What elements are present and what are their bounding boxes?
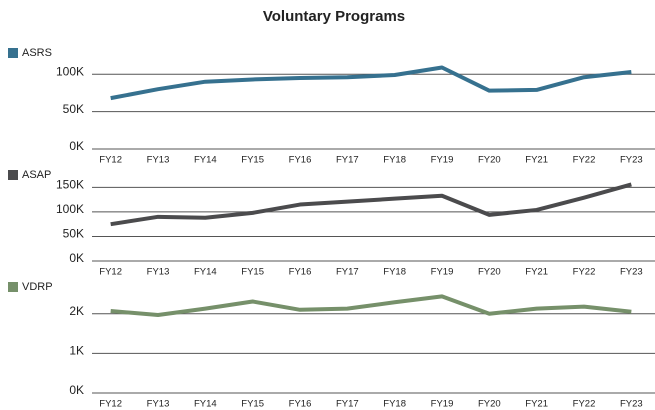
x-tick-label: FY12 [99,155,122,166]
x-tick-label: FY19 [431,267,454,278]
x-tick-label: FY13 [147,155,170,166]
y-tick-label: 100K [56,202,84,216]
y-tick-label: 50K [63,102,84,116]
x-tick-label: FY16 [289,155,312,166]
chart-title: Voluntary Programs [263,8,405,25]
x-tick-label: FY19 [431,155,454,166]
x-tick-label: FY20 [478,155,501,166]
x-tick-label: FY14 [194,399,217,410]
x-tick-label: FY13 [147,399,170,410]
x-tick-label: FY14 [194,155,217,166]
y-tick-label: 150K [56,178,84,192]
x-tick-label: FY21 [525,267,548,278]
y-tick-label: 1K [69,344,84,358]
line-series [110,65,632,101]
legend-swatch [8,170,18,180]
legend-label: VDRP [22,281,53,293]
x-tick-label: FY22 [573,267,596,278]
x-tick-label: FY16 [289,399,312,410]
line-series [110,182,632,227]
y-tick-label: 100K [56,64,84,78]
x-tick-label: FY22 [573,155,596,166]
x-tick-label: FY21 [525,399,548,410]
x-tick-label: FY17 [336,399,359,410]
x-tick-label: FY23 [620,155,643,166]
legend-swatch [8,48,18,58]
x-tick-label: FY15 [241,155,264,166]
y-tick-label: 0K [69,383,84,397]
line-series [110,294,632,317]
x-tick-label: FY21 [525,155,548,166]
x-tick-label: FY13 [147,267,170,278]
x-tick-label: FY18 [383,155,406,166]
x-tick-label: FY20 [478,267,501,278]
y-tick-label: 50K [63,227,84,241]
x-tick-label: FY15 [241,399,264,410]
legend-label: ASAP [22,169,51,181]
x-tick-label: FY20 [478,399,501,410]
x-tick-label: FY16 [289,267,312,278]
x-tick-label: FY15 [241,267,264,278]
x-tick-label: FY17 [336,267,359,278]
x-tick-label: FY23 [620,399,643,410]
x-tick-label: FY12 [99,267,122,278]
legend-swatch [8,282,18,292]
y-tick-label: 0K [69,251,84,265]
x-tick-label: FY18 [383,267,406,278]
x-tick-label: FY22 [573,399,596,410]
x-tick-label: FY19 [431,399,454,410]
x-tick-label: FY14 [194,267,217,278]
x-tick-label: FY17 [336,155,359,166]
x-tick-label: FY18 [383,399,406,410]
x-tick-label: FY12 [99,399,122,410]
x-tick-label: FY23 [620,267,643,278]
legend-label: ASRS [22,47,52,59]
y-tick-label: 0K [69,139,84,153]
y-tick-label: 2K [69,304,84,318]
